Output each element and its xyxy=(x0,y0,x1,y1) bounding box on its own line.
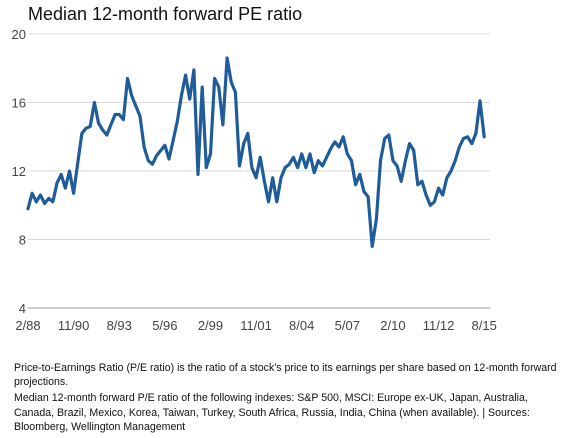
y-tick-label: 12 xyxy=(12,164,26,179)
x-axis-ticks: 2/88 11/90 8/93 5/96 2/99 11/01 8/04 5/07 2/10 11… xyxy=(15,318,497,333)
footnote-sources: Median 12-month forward P/E ratio of the… xyxy=(14,392,530,433)
y-tick-label: 4 xyxy=(19,301,26,316)
footnote: Price-to-Earnings Ratio (P/E ratio) is t… xyxy=(14,361,570,436)
y-tick-label: 20 xyxy=(12,27,26,42)
x-tick-label: 5/07 xyxy=(335,318,360,333)
x-tick-label: 2/99 xyxy=(198,318,223,333)
x-tick-label: 8/04 xyxy=(289,318,314,333)
x-tick-label: 11/90 xyxy=(58,318,90,333)
x-tick-label: 11/01 xyxy=(240,318,272,333)
y-axis-ticks: 4 8 12 16 20 xyxy=(12,27,26,316)
series-line-0 xyxy=(26,56,486,248)
footnote-definition: Price-to-Earnings Ratio (P/E ratio) is t… xyxy=(14,362,557,389)
series-layer xyxy=(26,56,486,248)
y-tick-label: 8 xyxy=(19,233,26,248)
x-tick-label: 8/15 xyxy=(472,318,497,333)
x-tick-label: 5/96 xyxy=(152,318,177,333)
x-tick-label: 2/88 xyxy=(15,318,40,333)
line-chart: 4 8 12 16 20 2/88 11/90 8/93 5/96 2/99 11/01 8/04 5… xyxy=(12,27,497,333)
x-tick-label: 8/93 xyxy=(107,318,132,333)
x-tick-label: 11/12 xyxy=(423,318,455,333)
y-tick-label: 16 xyxy=(12,96,26,111)
x-tick-label: 2/10 xyxy=(380,318,405,333)
chart-title: Median 12-month forward PE ratio xyxy=(28,4,303,24)
